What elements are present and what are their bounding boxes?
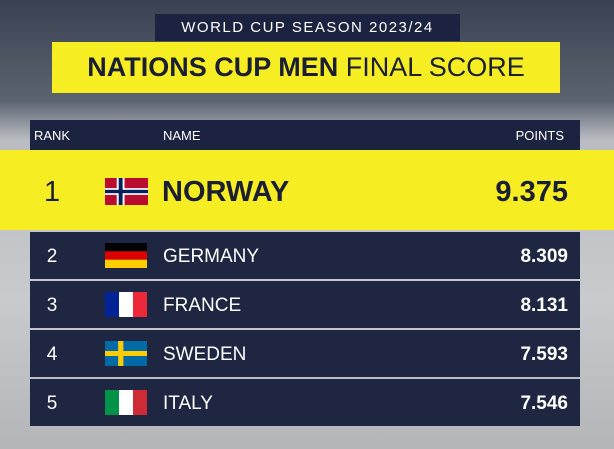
rank: 5 [46,393,58,414]
points: 9.375 [495,176,568,208]
column-header: NAME [163,128,201,143]
flag [105,390,147,415]
flag [105,341,147,366]
table-row: 1 NORWAY 9.375 [0,150,614,230]
country: NORWAY [162,176,290,208]
rank: 2 [46,246,58,267]
flag [105,243,147,268]
table-row: 5 ITALY 7.546 [30,379,580,426]
points: 7.546 [520,393,568,414]
table-row: 3 FRANCE 8.131 [30,281,580,328]
country: ITALY [163,393,213,414]
title-bold: NATIONS CUP MEN [87,52,339,82]
title: NATIONS CUP MEN FINAL SCORE [52,42,560,93]
country: FRANCE [163,295,242,316]
country: SWEDEN [163,344,247,365]
flag [105,178,148,205]
subtitle: WORLD CUP SEASON 2023/24 [155,14,460,41]
country: GERMANY [163,246,260,267]
column-header: RANK [33,128,71,143]
table-row: 2 GERMANY 8.309 [30,232,580,279]
table-header: RANK NAME POINTS [30,120,580,150]
points: 7.593 [520,344,568,365]
flag [105,292,147,317]
points: 8.309 [520,246,568,267]
rank: 4 [46,344,58,365]
column-header: POINTS [515,128,564,143]
rank: 3 [46,295,58,316]
rank: 1 [44,176,61,208]
table-row: 4 SWEDEN 7.593 [30,330,580,377]
points: 8.131 [520,295,568,316]
title-rest: FINAL SCORE [345,52,525,82]
